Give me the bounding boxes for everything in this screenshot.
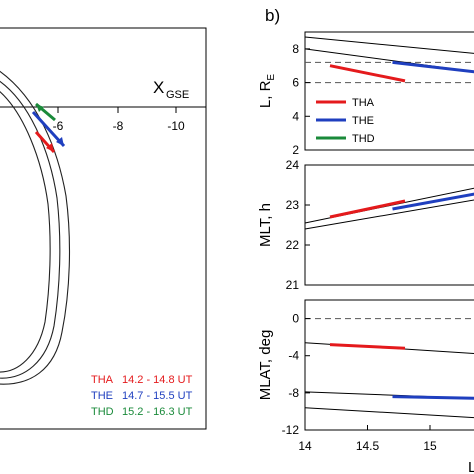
model-line [304,36,474,54]
thd-arrow-icon [36,104,44,112]
panel-a: X GSE -6 -8 -10 THA 14.2 - 14.8 UT THE 1… [0,27,207,430]
legend-tha-name: THA [91,374,114,386]
y-axis-label: MLAT, deg [257,330,274,401]
subplot-frame [304,31,474,151]
the-series-line [392,60,474,74]
panel-b-legend: THA THE THD [316,97,375,145]
subplot: 0 -4 -8 -12 MLAT, deg [257,299,474,437]
x-tick-label: 15 [423,439,437,453]
x-tick-label: 14 [298,439,312,453]
panel-b-label: b) [265,6,280,25]
panel-b-x-axis: 14 14.5 15 [298,425,437,453]
y-axis-label: MLT, h [257,203,274,247]
tha-arrow-icon [46,143,54,152]
panel-a-frame [0,27,207,430]
subplot-frame [304,164,474,286]
the-series-line [392,395,474,400]
x-gse-axis-label: X GSE [153,78,189,101]
model-line [304,407,474,419]
x-gse-tick-label: -8 [113,119,124,133]
legend-tha-label: THA [352,97,375,109]
orbit-segments [31,102,66,154]
x-axis-label: X [153,78,164,97]
y-tick-label: 8 [292,42,299,56]
x-axis-label-fragment: L [468,459,474,474]
x-tick-label: 14.5 [356,439,380,453]
subplot-frame [304,299,474,431]
y-axis-label: L, RE [257,74,277,109]
y-tick-label: 2 [292,143,299,157]
the-arrow-icon [56,137,64,146]
orbit-line-inner [0,91,51,373]
legend-thd-range: 15.2 - 16.3 UT [122,406,193,418]
subplot: 2 4 6 8 L, RE [257,31,474,157]
y-tick-label: 6 [292,76,299,90]
subplot: 21 22 23 24 MLT, h [257,158,474,292]
x-gse-tick-label: -6 [53,119,64,133]
y-tick-label: 24 [286,158,300,172]
tha-series-line [329,343,406,350]
legend-the-label: THE [352,115,374,127]
tha-series-line [329,199,406,219]
panel-a-legend: THA 14.2 - 14.8 UT THE 14.7 - 15.5 UT TH… [91,374,193,418]
y-tick-label: -12 [282,423,300,437]
legend-the-name: THE [91,390,113,402]
y-tick-label: 4 [292,109,299,123]
legend-tha-range: 14.2 - 14.8 UT [122,374,193,386]
orbit-line-middle [0,80,61,379]
y-tick-label: 21 [286,278,300,292]
y-tick-label: 0 [292,312,299,326]
y-tick-label: 23 [286,198,300,212]
y-tick-label: -4 [288,349,299,363]
the-series-line [392,192,474,211]
legend-the-range: 14.7 - 15.5 UT [122,390,193,402]
y-tick-label: 22 [286,238,300,252]
tha-series-line [329,64,406,83]
legend-thd-name: THD [91,406,114,418]
legend-thd-label: THD [352,133,375,145]
x-axis-label-sub: GSE [166,89,189,101]
y-tick-label: -8 [288,386,299,400]
y-axis-label-sub: E [266,74,277,81]
x-gse-tick-label: -10 [167,119,185,133]
model-line [304,199,474,230]
